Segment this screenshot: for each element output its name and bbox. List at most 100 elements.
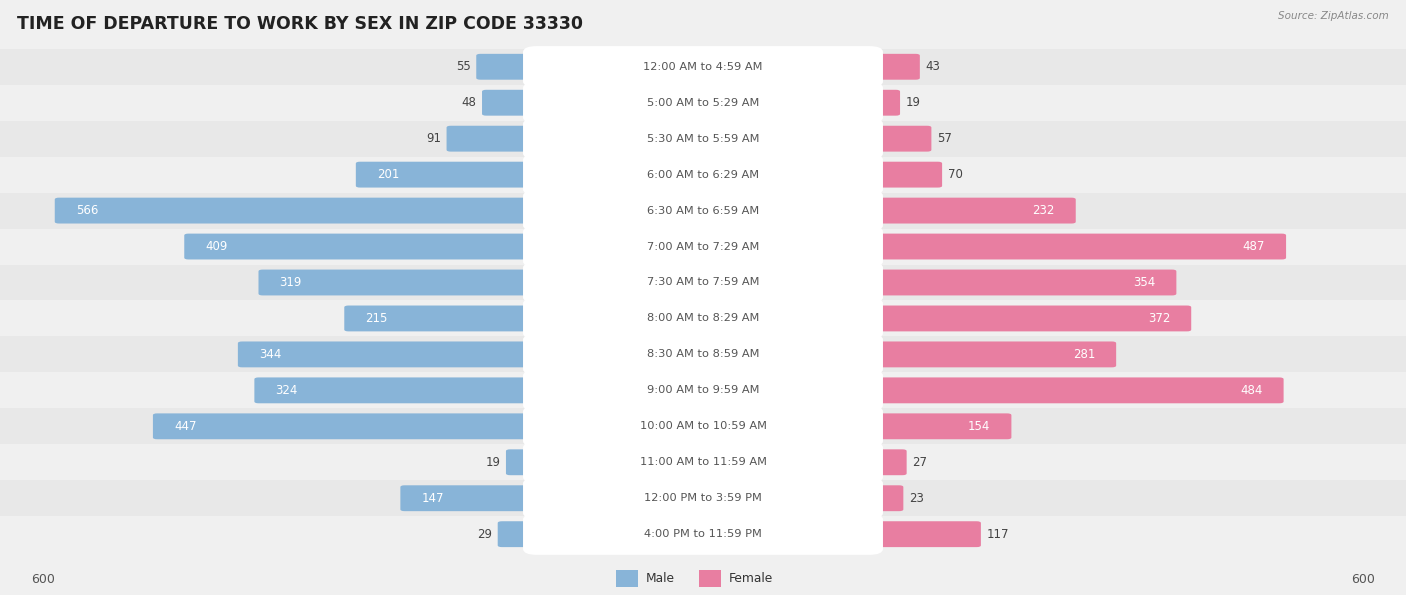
FancyBboxPatch shape bbox=[55, 198, 530, 224]
Bar bbox=[0, 156, 1406, 193]
FancyBboxPatch shape bbox=[876, 126, 931, 152]
FancyBboxPatch shape bbox=[523, 262, 883, 303]
Text: 117: 117 bbox=[987, 528, 1010, 541]
FancyBboxPatch shape bbox=[523, 298, 883, 339]
Text: 8:30 AM to 8:59 AM: 8:30 AM to 8:59 AM bbox=[647, 349, 759, 359]
Text: 91: 91 bbox=[426, 132, 441, 145]
Bar bbox=[0, 372, 1406, 408]
Text: 6:30 AM to 6:59 AM: 6:30 AM to 6:59 AM bbox=[647, 206, 759, 215]
Text: 48: 48 bbox=[461, 96, 477, 109]
FancyBboxPatch shape bbox=[876, 414, 1011, 439]
Bar bbox=[0, 49, 1406, 84]
FancyBboxPatch shape bbox=[447, 126, 530, 152]
Text: 12:00 PM to 3:59 PM: 12:00 PM to 3:59 PM bbox=[644, 493, 762, 503]
FancyBboxPatch shape bbox=[238, 342, 530, 367]
Text: 447: 447 bbox=[174, 420, 197, 433]
FancyBboxPatch shape bbox=[876, 486, 903, 511]
Text: 215: 215 bbox=[366, 312, 388, 325]
Text: 6:00 AM to 6:29 AM: 6:00 AM to 6:29 AM bbox=[647, 170, 759, 180]
Text: 29: 29 bbox=[477, 528, 492, 541]
FancyBboxPatch shape bbox=[523, 334, 883, 375]
FancyBboxPatch shape bbox=[482, 90, 530, 115]
Text: 57: 57 bbox=[936, 132, 952, 145]
FancyBboxPatch shape bbox=[523, 369, 883, 411]
Text: Female: Female bbox=[728, 572, 772, 585]
FancyBboxPatch shape bbox=[876, 234, 1286, 259]
FancyBboxPatch shape bbox=[876, 449, 907, 475]
FancyBboxPatch shape bbox=[523, 441, 883, 483]
Text: 354: 354 bbox=[1133, 276, 1156, 289]
Text: 600: 600 bbox=[1351, 573, 1375, 586]
Bar bbox=[0, 444, 1406, 480]
FancyBboxPatch shape bbox=[876, 377, 1284, 403]
Text: 9:00 AM to 9:59 AM: 9:00 AM to 9:59 AM bbox=[647, 386, 759, 395]
Bar bbox=[0, 480, 1406, 516]
Text: 23: 23 bbox=[908, 491, 924, 505]
FancyBboxPatch shape bbox=[876, 305, 1191, 331]
Text: 70: 70 bbox=[948, 168, 963, 181]
Text: 484: 484 bbox=[1240, 384, 1263, 397]
FancyBboxPatch shape bbox=[523, 190, 883, 231]
Text: 372: 372 bbox=[1147, 312, 1170, 325]
Text: 27: 27 bbox=[912, 456, 928, 469]
FancyBboxPatch shape bbox=[498, 521, 530, 547]
FancyBboxPatch shape bbox=[523, 513, 883, 555]
Text: 55: 55 bbox=[456, 60, 471, 73]
Text: 566: 566 bbox=[76, 204, 98, 217]
Text: 5:30 AM to 5:59 AM: 5:30 AM to 5:59 AM bbox=[647, 134, 759, 143]
Bar bbox=[0, 228, 1406, 265]
Bar bbox=[0, 516, 1406, 552]
Text: 12:00 AM to 4:59 AM: 12:00 AM to 4:59 AM bbox=[644, 62, 762, 72]
FancyBboxPatch shape bbox=[401, 486, 530, 511]
Bar bbox=[0, 300, 1406, 336]
FancyBboxPatch shape bbox=[184, 234, 530, 259]
FancyBboxPatch shape bbox=[523, 226, 883, 267]
Text: 7:00 AM to 7:29 AM: 7:00 AM to 7:29 AM bbox=[647, 242, 759, 252]
FancyBboxPatch shape bbox=[876, 342, 1116, 367]
FancyBboxPatch shape bbox=[523, 478, 883, 519]
Text: 4:00 PM to 11:59 PM: 4:00 PM to 11:59 PM bbox=[644, 529, 762, 539]
Bar bbox=[0, 408, 1406, 444]
Text: 600: 600 bbox=[31, 573, 55, 586]
FancyBboxPatch shape bbox=[876, 521, 981, 547]
Text: 8:00 AM to 8:29 AM: 8:00 AM to 8:29 AM bbox=[647, 314, 759, 324]
Text: 201: 201 bbox=[377, 168, 399, 181]
Text: 43: 43 bbox=[925, 60, 941, 73]
Text: 324: 324 bbox=[276, 384, 298, 397]
Bar bbox=[0, 121, 1406, 156]
Bar bbox=[0, 84, 1406, 121]
FancyBboxPatch shape bbox=[523, 406, 883, 447]
Text: 5:00 AM to 5:29 AM: 5:00 AM to 5:29 AM bbox=[647, 98, 759, 108]
FancyBboxPatch shape bbox=[616, 570, 638, 587]
FancyBboxPatch shape bbox=[356, 162, 530, 187]
Text: 7:30 AM to 7:59 AM: 7:30 AM to 7:59 AM bbox=[647, 277, 759, 287]
Text: 344: 344 bbox=[259, 348, 281, 361]
FancyBboxPatch shape bbox=[699, 570, 721, 587]
Text: 154: 154 bbox=[967, 420, 990, 433]
Bar bbox=[0, 336, 1406, 372]
FancyBboxPatch shape bbox=[344, 305, 530, 331]
Text: 232: 232 bbox=[1032, 204, 1054, 217]
FancyBboxPatch shape bbox=[876, 198, 1076, 224]
FancyBboxPatch shape bbox=[876, 162, 942, 187]
Text: 19: 19 bbox=[905, 96, 921, 109]
FancyBboxPatch shape bbox=[254, 377, 530, 403]
Text: 10:00 AM to 10:59 AM: 10:00 AM to 10:59 AM bbox=[640, 421, 766, 431]
FancyBboxPatch shape bbox=[876, 54, 920, 80]
Text: 409: 409 bbox=[205, 240, 228, 253]
FancyBboxPatch shape bbox=[506, 449, 530, 475]
Text: 319: 319 bbox=[280, 276, 302, 289]
Text: 11:00 AM to 11:59 AM: 11:00 AM to 11:59 AM bbox=[640, 458, 766, 467]
FancyBboxPatch shape bbox=[153, 414, 530, 439]
Text: 487: 487 bbox=[1243, 240, 1265, 253]
Text: Source: ZipAtlas.com: Source: ZipAtlas.com bbox=[1278, 11, 1389, 21]
Bar bbox=[0, 265, 1406, 300]
FancyBboxPatch shape bbox=[477, 54, 530, 80]
FancyBboxPatch shape bbox=[523, 46, 883, 87]
Text: 147: 147 bbox=[422, 491, 444, 505]
FancyBboxPatch shape bbox=[523, 118, 883, 159]
FancyBboxPatch shape bbox=[876, 90, 900, 115]
Bar bbox=[0, 193, 1406, 228]
Text: 19: 19 bbox=[485, 456, 501, 469]
FancyBboxPatch shape bbox=[876, 270, 1177, 296]
